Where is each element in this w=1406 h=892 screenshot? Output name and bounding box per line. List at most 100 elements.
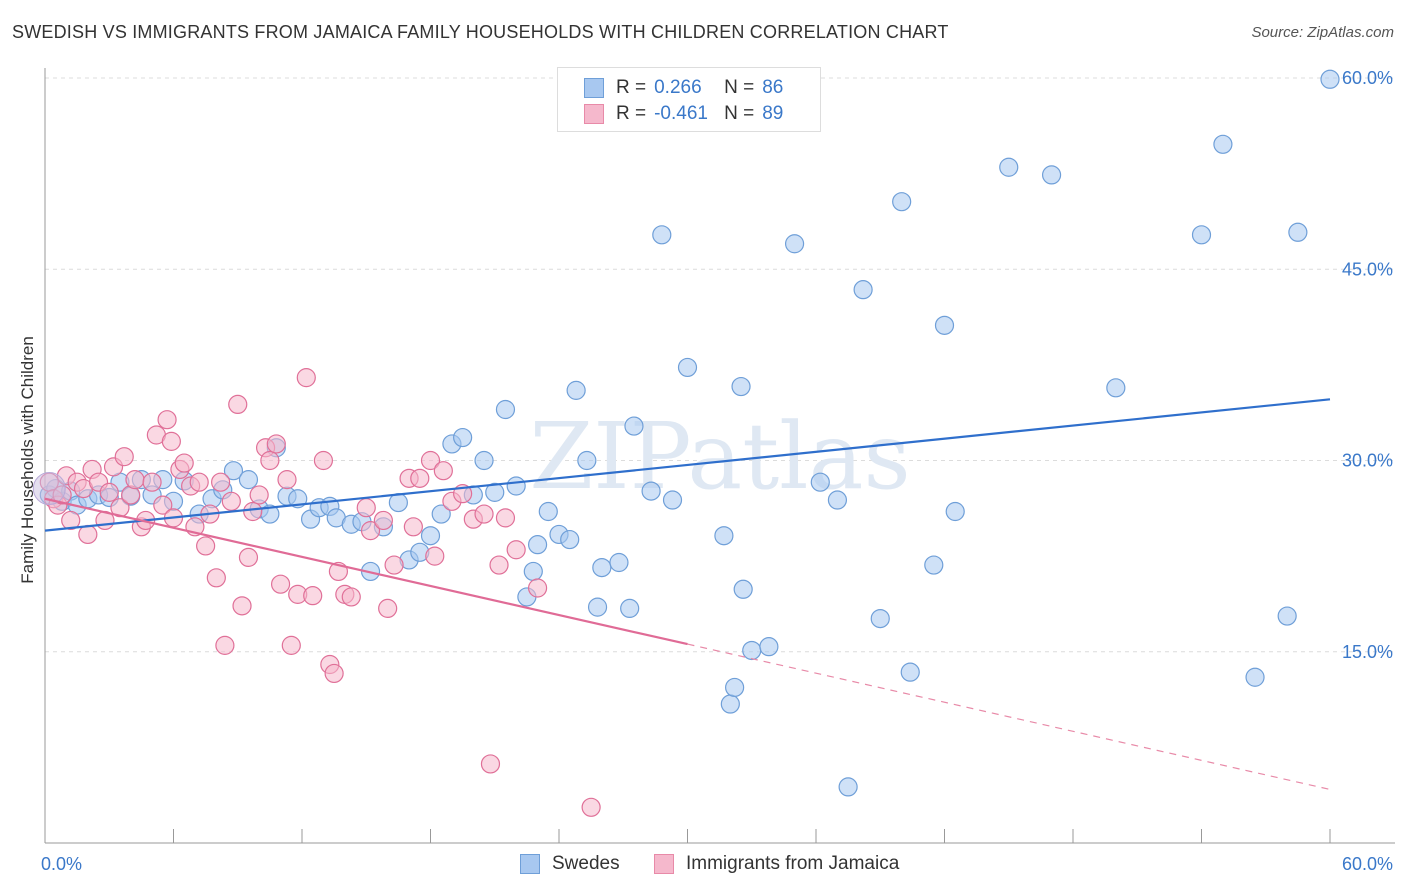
bottom-legend-swedes: Swedes [520,852,620,876]
legend-swatch-swedes [584,78,604,98]
legend-n-label: N = [724,77,755,98]
point-jamaica [356,498,376,518]
point-swedes [759,637,779,657]
legend-n-value: 89 [762,103,784,124]
point-jamaica [189,472,209,492]
point-jamaica [420,450,441,471]
scatter-points [32,69,1340,817]
point-swedes [725,677,745,698]
legend-n-value: 86 [762,77,784,98]
point-swedes [538,501,558,522]
legend-row-jamaica: R = -0.461 N = 89 [584,102,783,126]
point-swedes [506,476,526,496]
point-jamaica [281,635,301,655]
point-jamaica [303,586,323,606]
point-jamaica [384,555,404,575]
point-jamaica [378,598,398,619]
point-swedes [587,597,608,617]
point-jamaica [260,450,280,471]
point-jamaica [433,461,453,481]
point-jamaica [296,368,316,388]
point-jamaica [266,434,286,454]
point-swedes [945,501,965,522]
legend: R = 0.266 N = 86 R = -0.461 N = 89 [557,67,821,132]
point-jamaica [232,596,252,616]
x-tick-label: 0.0% [41,854,82,874]
trend-lines [44,398,1331,791]
point-swedes [652,225,672,245]
point-jamaica [78,524,98,545]
point-swedes [784,234,805,254]
point-swedes [238,470,259,490]
point-swedes [853,280,873,300]
point-swedes [431,504,451,524]
point-jamaica [99,482,119,502]
point-jamaica [410,468,430,488]
point-swedes [1213,134,1233,154]
point-swedes [1191,225,1212,245]
point-swedes [999,157,1019,177]
point-jamaica [277,470,297,490]
point-swedes [474,450,494,471]
point-cluster [32,472,66,506]
bottom-legend-jamaica: Immigrants from Jamaica [654,852,899,876]
legend-row-swedes: R = 0.266 N = 86 [584,76,783,100]
point-jamaica [238,547,259,568]
point-swedes [924,555,944,575]
point-swedes [1245,667,1265,687]
point-jamaica [221,491,241,511]
legend-r-label: R = [616,77,647,98]
point-swedes [592,557,612,578]
y-tick-label: 45.0% [1342,259,1393,279]
point-jamaica [403,517,423,537]
point-jamaica [228,394,248,414]
y-tick-label: 15.0% [1342,642,1393,662]
point-swedes [577,450,597,471]
point-jamaica [142,472,162,492]
point-jamaica [161,431,181,451]
point-swedes [731,376,751,397]
point-jamaica [249,485,269,505]
point-jamaica [157,410,177,430]
tick-labels: 15.0% 30.0% 45.0% 60.0% 0.0% 60.0% [41,68,1393,874]
point-jamaica [61,510,81,531]
point-swedes [892,192,912,212]
trend-line-swedes [44,398,1331,532]
bottom-legend-label: Immigrants from Jamaica [686,853,900,874]
point-jamaica [206,568,226,588]
x-tick-label: 60.0% [1342,854,1393,874]
point-swedes [420,526,441,546]
point-jamaica [341,587,361,607]
point-jamaica [174,453,194,473]
legend-swatch-jamaica [584,104,604,124]
point-swedes [870,608,890,629]
point-jamaica [506,540,526,560]
trend-line-jamaica [44,497,688,646]
point-swedes [720,694,740,714]
point-jamaica [114,447,134,467]
point-jamaica [313,450,334,471]
source-label: Source: ZipAtlas.com [1251,24,1394,41]
point-swedes [388,492,408,513]
point-jamaica [360,521,381,541]
point-swedes [523,561,543,582]
legend-r-label: R = [616,103,647,124]
point-jamaica [373,510,393,531]
point-jamaica [495,508,516,528]
point-swedes [1320,69,1340,89]
y-axis-label: Family Households with Children [18,336,37,584]
point-swedes [620,598,640,619]
point-swedes [560,529,580,550]
point-jamaica [243,501,263,522]
point-swedes [485,482,505,502]
point-swedes [223,461,244,481]
point-swedes [810,472,830,492]
point-swedes [624,416,644,436]
point-jamaica [196,536,216,556]
point-swedes [1288,222,1308,242]
y-tick-label: 60.0% [1342,68,1393,88]
point-jamaica [324,663,344,684]
point-swedes [453,427,473,448]
point-swedes [566,380,586,400]
